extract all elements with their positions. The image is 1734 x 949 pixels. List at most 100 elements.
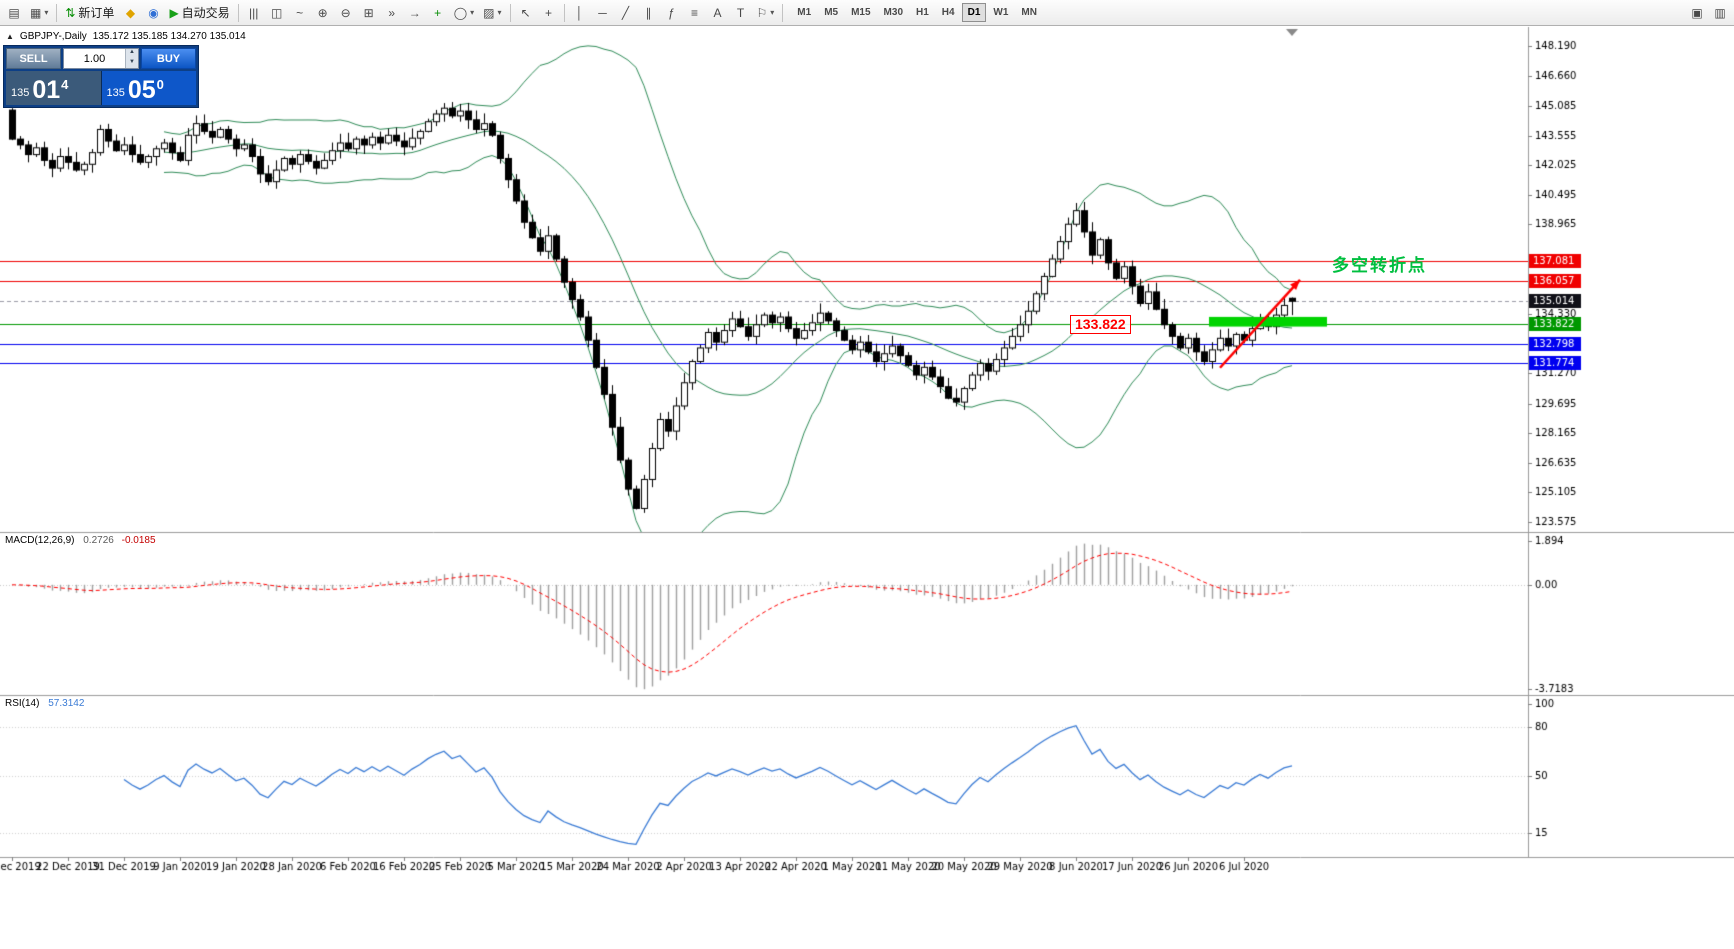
zoom-out-button[interactable]: ⊖	[335, 2, 357, 23]
shapes-icon: ≡	[690, 5, 698, 20]
timeframe-m1-button[interactable]: M1	[791, 3, 817, 22]
macd-indicator-label: MACD(12,26,9) 0.2726 -0.0185	[5, 535, 156, 546]
trendline-button[interactable]: ╱	[615, 2, 637, 23]
collapse-one-click-icon[interactable]: ▲	[6, 32, 14, 41]
autotrading-label: 自动交易	[181, 6, 230, 20]
profiles-icon: ▦	[30, 5, 42, 20]
toolbar-separator	[782, 3, 784, 22]
macd-signal-value: -0.0185	[121, 535, 156, 546]
crosshair-button[interactable]: +	[538, 2, 560, 23]
timeframe-m5-button[interactable]: M5	[818, 3, 844, 22]
tile-windows-icon: ⊞	[363, 5, 374, 20]
timeframe-switcher: M1 M5 M15 M30 H1 H4 D1 W1 MN	[791, 3, 1043, 22]
new-order-icon: ⇅	[65, 5, 76, 20]
auto-scroll-icon: »	[388, 5, 396, 20]
sell-price[interactable]: 135 01 4	[6, 71, 102, 105]
fibonacci-button[interactable]: ƒ	[661, 2, 683, 23]
metaeditor-icon: ◆	[125, 5, 136, 20]
trendline-icon: ╱	[621, 5, 630, 20]
zoom-out-icon: ⊖	[340, 5, 351, 20]
window-list-icon: ▥	[1714, 5, 1726, 20]
toolbar-separator	[509, 3, 511, 22]
chart-shift-icon: →	[408, 5, 421, 20]
autotrading-icon: ▶	[169, 5, 179, 20]
zoom-in-button[interactable]: ⊕	[312, 2, 334, 23]
volume-down-icon[interactable]: ▼	[125, 58, 138, 68]
volume-field: ▲ ▼	[63, 48, 139, 69]
chart-shift-button[interactable]: →	[404, 2, 426, 23]
window-layout-button[interactable]: ▣	[1686, 2, 1708, 23]
rsi-indicator-label: RSI(14) 57.3142	[5, 698, 84, 709]
periods-button[interactable]: ◯ ▾	[450, 2, 478, 23]
text-icon: A	[713, 5, 722, 20]
macd-main-value: 0.2726	[83, 535, 114, 546]
autotrading-button[interactable]: ▶ 自动交易	[165, 2, 233, 23]
mql-community-button[interactable]: ◉	[142, 2, 164, 23]
one-click-trading-panel: SELL ▲ ▼ BUY 135 01 4 135 05 0	[3, 45, 199, 108]
window-layout-icon: ▣	[1691, 5, 1703, 20]
arrows-icon: ⚐	[756, 5, 768, 20]
toolbar-separator	[563, 3, 565, 22]
cursor-icon: ↖	[520, 5, 531, 20]
templates-icon: ▨	[483, 5, 495, 20]
equidistant-channel-icon: ∥	[645, 5, 652, 20]
text-button[interactable]: A	[707, 2, 729, 23]
timeframe-d1-button[interactable]: D1	[961, 3, 987, 22]
profiles-caret-icon: ▾	[44, 8, 49, 17]
candlestick-chart-button[interactable]: ◫	[266, 2, 288, 23]
mql-community-icon: ◉	[148, 5, 159, 20]
timeframe-m15-button[interactable]: M15	[845, 3, 876, 22]
volume-stepper: ▲ ▼	[125, 49, 138, 68]
profiles-button[interactable]: ▦ ▾	[26, 2, 52, 23]
periods-icon: ◯	[453, 5, 468, 20]
toolbar-separator	[237, 3, 239, 22]
toolbar-right-group: ▣ ▥	[1686, 2, 1731, 23]
bar-chart-button[interactable]: |||	[243, 2, 265, 23]
buy-price[interactable]: 135 05 0	[101, 71, 196, 105]
text-label-button[interactable]: T	[730, 2, 752, 23]
rsi-name: RSI(14)	[5, 698, 40, 709]
templates-button[interactable]: ▨ ▾	[479, 2, 505, 23]
volume-up-icon[interactable]: ▲	[125, 49, 138, 59]
buy-price-sup: 0	[156, 77, 164, 92]
timeframe-mn-button[interactable]: MN	[1015, 3, 1043, 22]
symbol-ohlc: 135.172 135.185 134.270 135.014	[92, 31, 246, 42]
arrows-caret-icon: ▾	[770, 8, 775, 17]
sell-button[interactable]: SELL	[6, 48, 61, 69]
shapes-button[interactable]: ≡	[684, 2, 706, 23]
buy-button[interactable]: BUY	[141, 48, 196, 69]
macd-name: MACD(12,26,9)	[5, 535, 75, 546]
horizontal-line-button[interactable]: ─	[592, 2, 614, 23]
new-chart-button[interactable]: ▤	[3, 2, 25, 23]
line-chart-button[interactable]: ~	[289, 2, 311, 23]
horizontal-line-icon: ─	[598, 5, 607, 20]
window-list-button[interactable]: ▥	[1709, 2, 1731, 23]
new-order-button[interactable]: ⇅ 新订单	[61, 2, 118, 23]
cursor-button[interactable]: ↖	[515, 2, 537, 23]
timeframe-h4-button[interactable]: H4	[936, 3, 961, 22]
symbol-name: GBPJPY-,Daily	[19, 31, 87, 42]
timeframe-w1-button[interactable]: W1	[987, 3, 1014, 22]
sell-price-prefix: 135	[11, 87, 30, 99]
volume-input[interactable]	[64, 49, 125, 68]
toolbar-separator	[56, 3, 58, 22]
indicators-button[interactable]: +	[427, 2, 449, 23]
timeframe-m30-button[interactable]: M30	[878, 3, 909, 22]
turning-point-annotation: 多空转折点	[1332, 256, 1427, 275]
one-click-controls: SELL ▲ ▼ BUY	[6, 48, 196, 69]
timeframe-h1-button[interactable]: H1	[910, 3, 935, 22]
equidistant-channel-button[interactable]: ∥	[638, 2, 660, 23]
sell-price-big: 01	[32, 76, 61, 104]
auto-scroll-button[interactable]: »	[381, 2, 403, 23]
vertical-line-button[interactable]: │	[569, 2, 591, 23]
buy-price-big: 05	[127, 76, 156, 104]
line-chart-icon: ~	[296, 5, 304, 20]
toolbar: ▤ ▦ ▾ ⇅ 新订单 ◆ ◉ ▶ 自动交易 ||| ◫ ~ ⊕ ⊖ ⊞» → + ◯ ▾ ▨ ▾ ↖ + │ ─ ╱ ∥ ƒ ≡ A T ⚐…	[0, 0, 1734, 26]
metaeditor-button[interactable]: ◆	[119, 2, 141, 23]
periods-caret-icon: ▾	[470, 8, 475, 17]
arrows-button[interactable]: ⚐ ▾	[753, 2, 779, 23]
crosshair-icon: +	[544, 5, 552, 20]
tile-windows-button[interactable]: ⊞	[358, 2, 380, 23]
